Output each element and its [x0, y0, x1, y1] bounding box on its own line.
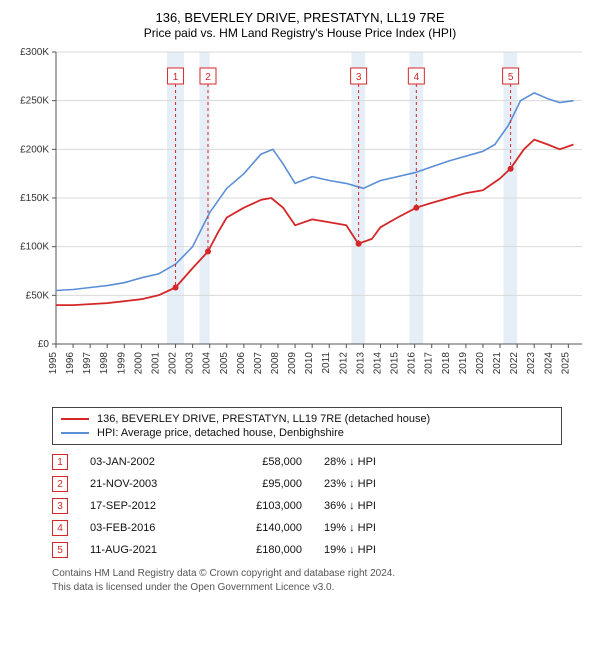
svg-text:5: 5 [508, 72, 514, 83]
svg-text:2022: 2022 [509, 352, 520, 375]
svg-text:2012: 2012 [338, 352, 349, 375]
transaction-row: 1 03-JAN-2002 £58,000 28% ↓ HPI [52, 451, 590, 473]
legend-swatch-hpi [61, 432, 89, 434]
svg-text:2020: 2020 [475, 352, 486, 375]
footer-line-1: Contains HM Land Registry data © Crown c… [52, 567, 590, 581]
transaction-delta: 23% ↓ HPI [324, 478, 414, 490]
transaction-delta: 19% ↓ HPI [324, 522, 414, 534]
svg-text:2007: 2007 [253, 352, 264, 375]
svg-text:2015: 2015 [390, 352, 401, 375]
marker-badge: 3 [52, 498, 68, 514]
transaction-price: £58,000 [222, 456, 302, 468]
page-title: 136, BEVERLEY DRIVE, PRESTATYN, LL19 7RE [10, 10, 590, 25]
svg-text:2019: 2019 [458, 352, 469, 375]
transaction-date: 11-AUG-2021 [90, 544, 200, 556]
transaction-delta: 28% ↓ HPI [324, 456, 414, 468]
svg-text:£50K: £50K [26, 290, 50, 301]
svg-text:2001: 2001 [150, 352, 161, 375]
transaction-delta: 36% ↓ HPI [324, 500, 414, 512]
svg-text:1996: 1996 [65, 352, 76, 375]
svg-text:2005: 2005 [219, 352, 230, 375]
transaction-date: 03-FEB-2016 [90, 522, 200, 534]
legend-swatch-property [61, 418, 89, 420]
footer-line-2: This data is licensed under the Open Gov… [52, 581, 590, 595]
legend-item-hpi: HPI: Average price, detached house, Denb… [61, 426, 553, 440]
svg-text:2: 2 [205, 72, 211, 83]
transaction-row: 2 21-NOV-2003 £95,000 23% ↓ HPI [52, 473, 590, 495]
legend-label-property: 136, BEVERLEY DRIVE, PRESTATYN, LL19 7RE… [97, 413, 430, 425]
transaction-price: £103,000 [222, 500, 302, 512]
svg-text:2010: 2010 [304, 352, 315, 375]
svg-text:2023: 2023 [526, 352, 537, 375]
footer: Contains HM Land Registry data © Crown c… [52, 567, 590, 594]
transaction-price: £95,000 [222, 478, 302, 490]
transaction-price: £140,000 [222, 522, 302, 534]
legend-item-property: 136, BEVERLEY DRIVE, PRESTATYN, LL19 7RE… [61, 412, 553, 426]
svg-text:3: 3 [356, 72, 362, 83]
svg-text:2021: 2021 [492, 352, 503, 375]
svg-text:1999: 1999 [116, 352, 127, 375]
transaction-date: 03-JAN-2002 [90, 456, 200, 468]
svg-text:1998: 1998 [99, 352, 110, 375]
svg-text:2013: 2013 [355, 352, 366, 375]
transaction-row: 3 17-SEP-2012 £103,000 36% ↓ HPI [52, 495, 590, 517]
svg-text:£300K: £300K [20, 47, 49, 58]
page-subtitle: Price paid vs. HM Land Registry's House … [10, 26, 590, 40]
svg-text:2025: 2025 [560, 352, 571, 375]
svg-text:£0: £0 [38, 339, 50, 350]
svg-text:2002: 2002 [168, 352, 179, 375]
transaction-date: 17-SEP-2012 [90, 500, 200, 512]
transaction-date: 21-NOV-2003 [90, 478, 200, 490]
svg-text:2009: 2009 [287, 352, 298, 375]
svg-text:2017: 2017 [424, 352, 435, 375]
marker-badge: 4 [52, 520, 68, 536]
svg-text:4: 4 [414, 72, 420, 83]
svg-text:£250K: £250K [20, 96, 49, 107]
svg-text:2008: 2008 [270, 352, 281, 375]
transaction-row: 5 11-AUG-2021 £180,000 19% ↓ HPI [52, 539, 590, 561]
title-block: 136, BEVERLEY DRIVE, PRESTATYN, LL19 7RE… [10, 10, 590, 40]
svg-text:2016: 2016 [407, 352, 418, 375]
svg-text:2024: 2024 [543, 352, 554, 375]
transaction-table: 1 03-JAN-2002 £58,000 28% ↓ HPI 2 21-NOV… [52, 451, 590, 561]
svg-text:1: 1 [173, 72, 179, 83]
svg-text:2014: 2014 [372, 352, 383, 375]
legend: 136, BEVERLEY DRIVE, PRESTATYN, LL19 7RE… [52, 407, 562, 445]
svg-text:£200K: £200K [20, 144, 49, 155]
svg-text:2000: 2000 [133, 352, 144, 375]
transaction-delta: 19% ↓ HPI [324, 544, 414, 556]
marker-badge: 5 [52, 542, 68, 558]
transaction-price: £180,000 [222, 544, 302, 556]
svg-text:£100K: £100K [20, 242, 49, 253]
legend-label-hpi: HPI: Average price, detached house, Denb… [97, 427, 344, 439]
svg-text:1995: 1995 [48, 352, 59, 375]
svg-text:2011: 2011 [321, 352, 332, 374]
price-chart: £0 £50K £100K £150K £200K £250K £300K 1995 1996 1… [10, 44, 590, 399]
svg-text:2003: 2003 [185, 352, 196, 375]
marker-badge: 2 [52, 476, 68, 492]
svg-text:2006: 2006 [236, 352, 247, 375]
svg-text:1997: 1997 [82, 352, 93, 375]
svg-text:2018: 2018 [441, 352, 452, 375]
transaction-row: 4 03-FEB-2016 £140,000 19% ↓ HPI [52, 517, 590, 539]
marker-badge: 1 [52, 454, 68, 470]
svg-text:2004: 2004 [202, 352, 213, 375]
svg-text:£150K: £150K [20, 193, 49, 204]
chart-svg: £0 £50K £100K £150K £200K £250K £300K 1995 1996 1… [10, 44, 590, 399]
